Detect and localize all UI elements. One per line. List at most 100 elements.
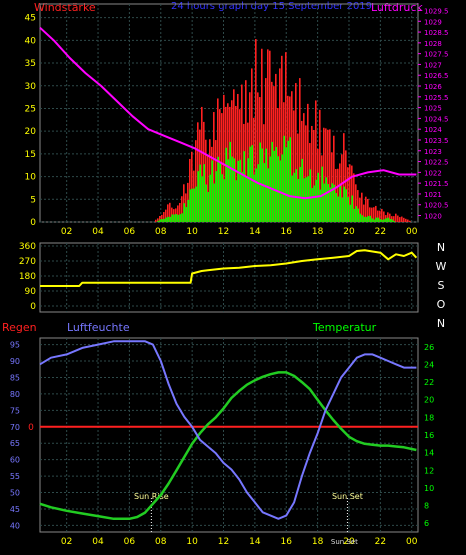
wind-peak-bar [245, 80, 247, 222]
wind-peak-bar [297, 133, 299, 222]
wind-peak-bar [195, 140, 197, 222]
wind-peak-bar [285, 52, 287, 222]
wind-x-tick: 04 [92, 227, 104, 237]
wind-peak-bar [333, 135, 335, 222]
pressure-y-tick: 1026 [424, 83, 442, 91]
wind-peak-bar [303, 113, 305, 222]
wind-avg-bar [305, 177, 307, 222]
wind-peak-bar [349, 164, 351, 222]
wind-pressure-chart: 02 04 06 08 10 12 14 16 18 20 22 000510152025303540… [25, 3, 449, 237]
wind-peak-bar [369, 207, 371, 222]
wind-peak-bar [179, 202, 181, 222]
wind-avg-bar [381, 219, 383, 222]
pressure-y-tick: 1024 [424, 126, 442, 134]
wind-avg-bar [263, 163, 265, 222]
pressure-y-tick: 1021.5 [424, 180, 449, 188]
wind-peak-bar [177, 205, 179, 222]
wind-x-tick: 20 [343, 227, 355, 237]
wind-x-tick: 16 [281, 227, 293, 237]
wind-avg-bar [307, 176, 309, 222]
wind-peak-bar [357, 190, 359, 222]
wind-peak-bar [343, 133, 345, 222]
wind-avg-bar [249, 146, 251, 222]
wind-avg-bar [273, 150, 275, 222]
wind-y-tick: 0 [30, 218, 36, 228]
wind-avg-bar [303, 178, 305, 222]
humidity-x-tick: 18 [312, 537, 324, 547]
wind-peak-bar [221, 113, 223, 222]
wind-avg-bar [355, 206, 357, 222]
wind-avg-bar [241, 171, 243, 222]
wind-y-tick: 30 [25, 82, 37, 92]
wind-peak-bar [205, 139, 207, 222]
wind-y-tick: 35 [25, 59, 36, 69]
humidity-y-tick: 55 [10, 472, 20, 481]
wind-peak-bar [191, 151, 193, 222]
wind-avg-bar [285, 147, 287, 222]
wind-peak-bar [169, 202, 171, 222]
wind-peak-bar [389, 213, 391, 222]
wind-avg-bar [379, 219, 381, 222]
pressure-y-tick: 1026.5 [424, 72, 449, 80]
wind-peak-bar [391, 216, 393, 222]
rain-label: Regen [2, 321, 37, 334]
wind-avg-bar [219, 162, 221, 222]
wind-avg-bar [221, 174, 223, 222]
wind-peak-bar [403, 217, 405, 222]
wind-avg-bar [375, 217, 377, 222]
temperature-y-tick: 8 [424, 502, 429, 511]
pressure-y-tick: 1027 [424, 61, 442, 69]
wind-peak-bar [381, 208, 383, 222]
wind-peak-bar [353, 173, 355, 222]
wind-avg-bar [165, 217, 167, 222]
humidity-y-tick: 95 [10, 341, 20, 350]
humidity-label: Luftfeuchte [67, 321, 130, 334]
wind-avg-bar [167, 216, 169, 222]
wind-peak-bar [299, 78, 301, 223]
temperature-y-tick: 24 [424, 360, 434, 369]
wind-avg-bar [299, 166, 301, 222]
humidity-x-tick: 16 [281, 537, 293, 547]
wind-peak-bar [401, 216, 403, 222]
pressure-y-tick: 1028.5 [424, 29, 449, 37]
wind-peak-bar [181, 196, 183, 222]
wind-peak-bar [267, 49, 269, 222]
pressure-y-tick: 1021 [424, 191, 442, 199]
wind-peak-bar [383, 211, 385, 222]
wind-avg-bar [387, 217, 389, 222]
wind-avg-bar [235, 180, 237, 222]
wind-avg-bar [323, 183, 325, 222]
wind-peak-bar [233, 89, 235, 222]
wind-peak-bar [387, 212, 389, 222]
humidity-x-tick: 06 [124, 537, 136, 547]
humidity-y-tick: 50 [10, 489, 20, 498]
direction-y-tick: 180 [19, 272, 36, 282]
wind-peak-bar [183, 184, 185, 222]
wind-avg-bar [157, 220, 159, 222]
direction-plot-frame [39, 242, 419, 313]
wind-avg-bar [363, 216, 365, 222]
wind-peak-bar [157, 218, 159, 222]
wind-peak-bar [213, 112, 215, 222]
wind-avg-bar [197, 171, 199, 222]
wind-x-tick: 18 [312, 227, 324, 237]
wind-peak-bar [167, 204, 169, 222]
wind-peak-bar [325, 128, 327, 222]
wind-avg-bar [223, 179, 225, 222]
wind-avg-bar [191, 188, 193, 222]
wind-avg-bar [179, 214, 181, 222]
wind-peak-bar [323, 127, 325, 222]
direction-y-tick: 0 [30, 302, 36, 312]
pressure-label: Luftdruck [371, 1, 423, 14]
wind-avg-bar [281, 154, 283, 222]
wind-peak-bar [255, 39, 257, 222]
wind-peak-bar [279, 68, 281, 223]
wind-peak-bar [409, 220, 411, 222]
wind-avg-bar [189, 189, 191, 222]
wind-peak-bar [307, 103, 309, 222]
wind-x-tick: 06 [124, 227, 136, 237]
temperature-y-tick: 12 [424, 466, 434, 475]
wind-peak-bar [237, 93, 239, 223]
wind-peak-bar [377, 210, 379, 222]
